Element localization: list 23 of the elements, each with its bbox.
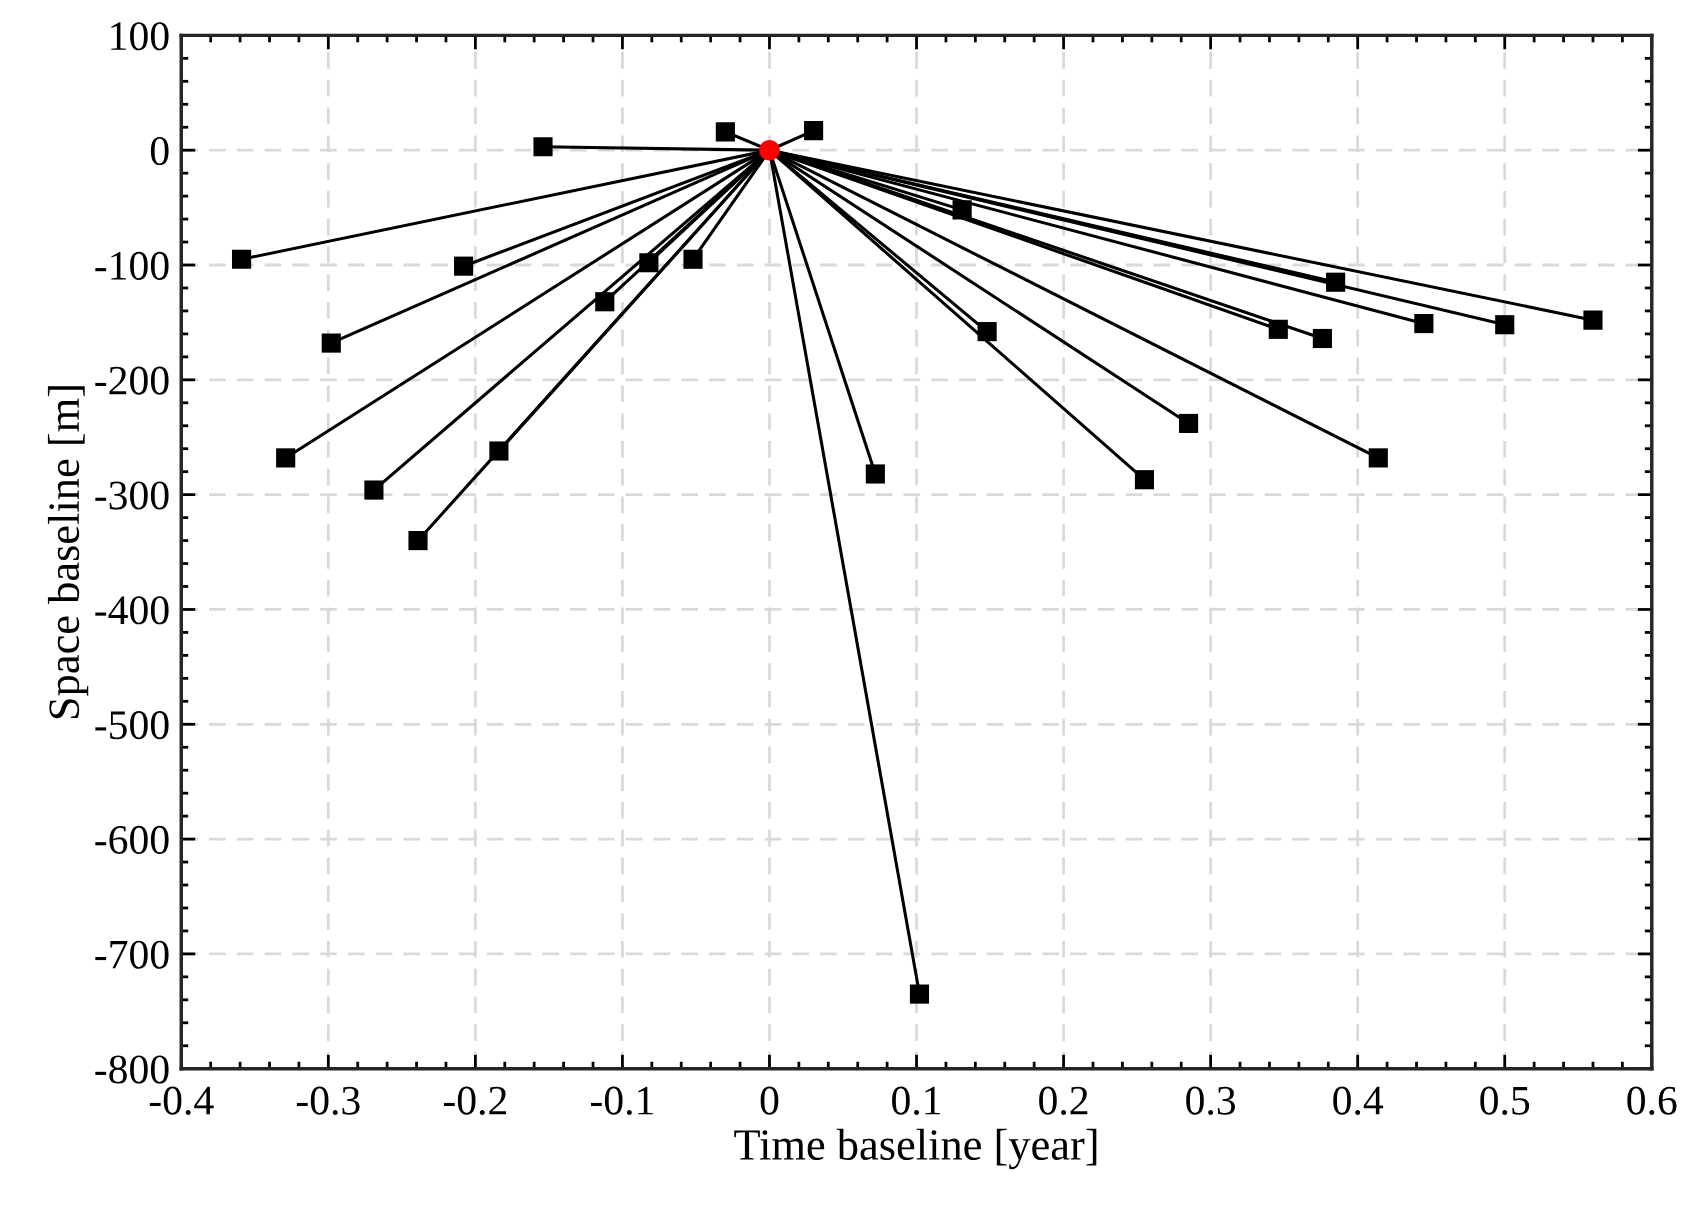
y-tick-label: -800 xyxy=(95,1055,169,1084)
y-tick-label: -400 xyxy=(95,596,169,625)
x-tick-label: 0.3 xyxy=(1186,1086,1236,1115)
x-tick-label: 0.6 xyxy=(1627,1086,1677,1115)
x-axis-title: Time baseline [year] xyxy=(734,1128,1097,1170)
y-tick-label: -600 xyxy=(95,825,169,854)
x-tick-label: 0 xyxy=(760,1086,779,1115)
x-tick-label: 0.2 xyxy=(1039,1086,1088,1115)
x-tick-label: -0.2 xyxy=(443,1086,507,1115)
y-tick-label: 100 xyxy=(111,22,169,51)
y-tick-label: -300 xyxy=(95,481,169,510)
y-tick-label: -200 xyxy=(95,366,169,395)
y-tick-label: 0 xyxy=(150,136,169,166)
x-tick-label: 0.1 xyxy=(892,1086,941,1115)
x-tick-label: -0.4 xyxy=(149,1086,214,1115)
y-axis-title: Space baseline [m] xyxy=(47,386,89,719)
x-tick-label: 0.5 xyxy=(1480,1086,1530,1115)
x-tick-label: -0.3 xyxy=(296,1086,360,1115)
y-tick-label: -500 xyxy=(95,711,169,740)
x-tick-label: -0.1 xyxy=(590,1086,653,1115)
y-tick-label: -100 xyxy=(95,251,169,280)
y-tick-label: -700 xyxy=(95,940,169,969)
x-tick-label: 0.4 xyxy=(1333,1086,1384,1115)
